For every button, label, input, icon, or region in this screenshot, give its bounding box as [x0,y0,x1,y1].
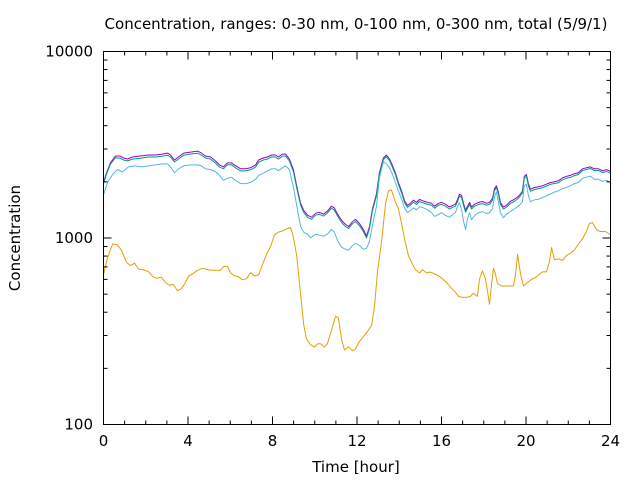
chart-title: Concentration, ranges: 0-30 nm, 0-100 nm… [105,15,608,33]
x-tick-label: 0 [99,432,109,450]
x-tick-label: 24 [601,432,620,450]
x-tick-label: 8 [268,432,278,450]
series-line-0-100-nm [103,161,611,251]
plot-frame [103,51,611,425]
series-line-total [103,150,611,237]
x-tick-label: 12 [347,432,366,450]
x-tick-label: 20 [516,432,535,450]
series-line-0-300-nm [103,152,611,239]
y-axis-label: Concentration [6,185,24,291]
x-axis-label: Time [hour] [311,458,400,476]
series-layer [103,150,611,352]
y-tick-label: 10000 [45,43,93,61]
y-tick-label: 100 [64,416,93,434]
labels-layer: 0 4 8 12 16 20 24 100 1000 10000 [45,43,620,451]
x-tick-label: 16 [432,432,451,450]
x-tick-label: 4 [183,432,193,450]
y-tick-label: 1000 [55,229,93,247]
series-line-0-30-nm [103,189,611,352]
